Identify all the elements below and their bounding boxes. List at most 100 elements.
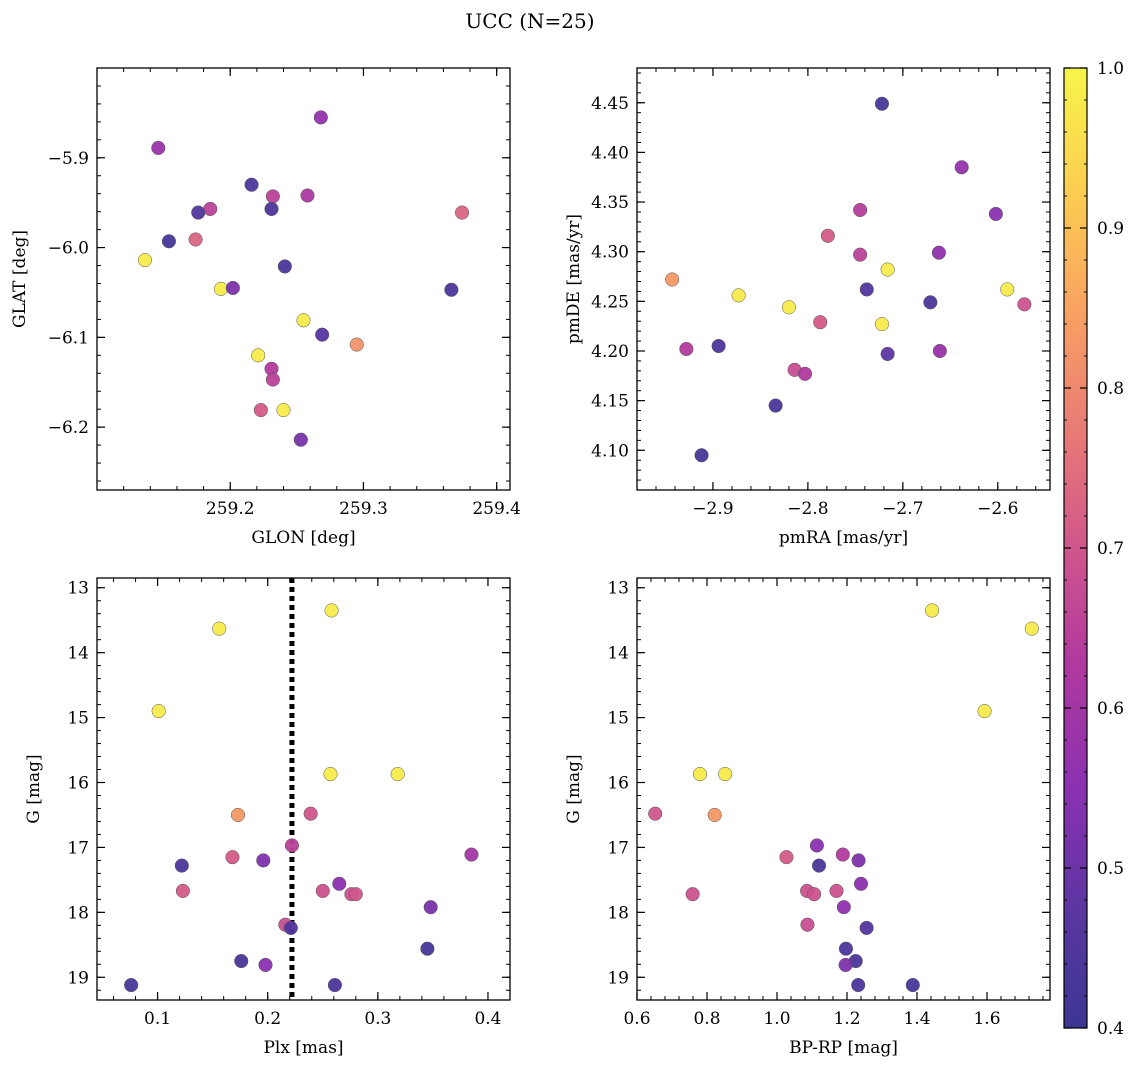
scatter-point (954, 160, 969, 175)
y-tick-label: 13 (67, 579, 89, 599)
colorbar-tick-label: 0.5 (1097, 859, 1124, 879)
scatter-point (829, 883, 844, 898)
scatter-point (188, 232, 203, 247)
axes-frame (636, 577, 1051, 1001)
scatter-point (880, 346, 895, 362)
scatter-point (327, 978, 342, 993)
scatter-point (835, 847, 850, 862)
colorbar-tick-label: 0.7 (1097, 539, 1124, 559)
colorbar-tick-label: 0.9 (1097, 219, 1124, 239)
scatter-point (838, 957, 853, 972)
scatter-point (685, 887, 700, 902)
scatter-point (161, 234, 176, 249)
scatter-point (707, 807, 722, 823)
scatter-point (836, 900, 851, 915)
scatter-point (781, 300, 796, 315)
x-axis-label: BP-RP [mag] (789, 1038, 898, 1058)
scatter-point (390, 767, 405, 782)
scatter-point (265, 372, 280, 387)
scatter-point (692, 767, 708, 782)
x-tick-label: 0.1 (144, 1009, 171, 1029)
scatter-point (230, 807, 246, 823)
y-tick-label: −6.0 (48, 239, 89, 259)
y-tick-label: 16 (67, 774, 89, 794)
scatter-point (679, 341, 694, 357)
x-tick-label: −2.8 (787, 499, 828, 519)
scatter-point (797, 366, 813, 381)
x-tick-label: 1.6 (973, 1009, 1000, 1029)
scatter-point (779, 850, 794, 865)
axes-frame (96, 577, 511, 1001)
scatter-point (454, 205, 470, 220)
x-tick-label: 1.0 (763, 1009, 790, 1029)
scatter-point (905, 978, 920, 993)
x-axis-label: Plx [mas] (263, 1038, 343, 1058)
x-tick-label: 259.4 (472, 499, 521, 519)
y-tick-label: 17 (67, 838, 89, 858)
x-tick-label: 0.8 (693, 1009, 720, 1029)
y-tick-label: 4.20 (591, 342, 629, 362)
x-tick-label: 1.4 (903, 1009, 930, 1029)
scatter-point (244, 177, 259, 192)
scatter-point (694, 448, 709, 463)
scatter-point (977, 704, 992, 719)
y-tick-label: 18 (67, 903, 89, 923)
scatter-point (811, 858, 827, 873)
x-tick-label: −2.9 (692, 499, 733, 519)
scatter-point (813, 315, 828, 330)
x-tick-label: 0.2 (254, 1009, 281, 1029)
scatter-point (332, 876, 347, 891)
scatter-point (151, 704, 166, 719)
scatter-point (284, 838, 299, 853)
scatter-point (225, 850, 240, 865)
scatter-point (718, 767, 733, 782)
y-tick-label: 19 (67, 968, 89, 988)
y-tick-label: 14 (607, 644, 629, 664)
y-tick-label: 4.10 (591, 441, 629, 461)
scatter-point (880, 262, 895, 277)
scatter-point (283, 920, 298, 935)
scatter-point (256, 853, 271, 868)
y-tick-label: −6.1 (48, 328, 89, 348)
scatter-point (191, 205, 206, 220)
colorbar: 0.4 0.5 0.6 0.7 0.8 0.9 1.0 (1063, 59, 1124, 1039)
x-tick-label: 0.4 (474, 1009, 501, 1029)
scatter-point (277, 259, 292, 274)
scatter-point (851, 978, 866, 993)
scatter-point (264, 201, 279, 217)
y-tick-label: 19 (607, 968, 629, 988)
scatter-point (809, 838, 824, 853)
scatter-point (293, 432, 308, 447)
scatter-point (253, 403, 268, 418)
scatter-point (324, 603, 339, 618)
scatter-point (258, 957, 273, 972)
scatter-point (225, 280, 240, 296)
scatter-point (348, 887, 363, 902)
y-tick-label: 15 (67, 709, 89, 729)
scatter-point (768, 398, 783, 413)
y-axis-label: G [mag] (564, 754, 584, 823)
y-tick-label: 18 (607, 903, 629, 923)
scatter-point (988, 206, 1003, 222)
y-tick-label: 4.40 (591, 143, 629, 163)
x-tick-label: −2.7 (882, 499, 923, 519)
y-tick-label: −6.2 (48, 418, 89, 438)
y-tick-label: 13 (607, 579, 629, 599)
axes-frame (636, 67, 1051, 491)
scatter-point (300, 188, 315, 203)
y-axis-label: G [mag] (24, 754, 44, 823)
scatter-point (303, 806, 318, 821)
scatter-point (315, 883, 330, 898)
scatter-point (423, 900, 438, 915)
y-tick-label: 4.35 (591, 193, 629, 213)
scatter-point (874, 317, 890, 332)
scatter-point (323, 767, 338, 782)
panel-1: 259.2 259.3 259.4 −6.2 −6.1 −6.0 −5.9 GLON [deg… (10, 67, 521, 548)
y-tick-label: 16 (607, 774, 629, 794)
scatter-point (923, 295, 938, 310)
scatter-point (444, 282, 459, 297)
scatter-point (174, 858, 189, 873)
scatter-point (1024, 621, 1039, 636)
colorbar-tick-label: 0.6 (1097, 699, 1124, 719)
